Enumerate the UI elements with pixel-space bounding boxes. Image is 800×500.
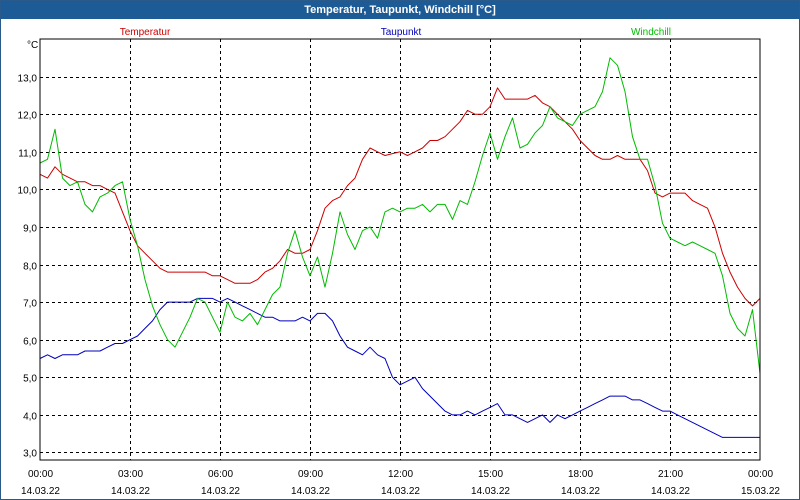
- legend-label-taupunkt: Taupunkt: [381, 27, 422, 38]
- x-tick-date: 14.03.22: [561, 486, 600, 497]
- legend-label-temperatur: Temperatur: [120, 27, 171, 38]
- x-tick-date: 14.03.22: [21, 486, 60, 497]
- x-tick-date: 14.03.22: [291, 486, 330, 497]
- series-line-taupunkt: [39, 297, 760, 438]
- y-tick-label: 7,0: [23, 299, 37, 310]
- x-tick-time: 12:00: [388, 469, 413, 480]
- x-tick-date: 15.03.22: [741, 486, 780, 497]
- y-tick-label: 11,0: [18, 149, 37, 160]
- x-tick-date: 14.03.22: [111, 486, 150, 497]
- y-tick-label: 4,0: [23, 412, 37, 423]
- y-tick-label: 5,0: [23, 374, 37, 385]
- series-lines: [39, 57, 761, 438]
- y-tick-label: 9,0: [23, 224, 37, 235]
- series-line-windchill: [39, 57, 761, 374]
- x-tick-time: 21:00: [658, 469, 683, 480]
- legend: Temperatur Taupunkt Windchill: [120, 27, 671, 38]
- x-tick-time: 00:00: [28, 469, 53, 480]
- x-tick-date: 14.03.22: [471, 486, 510, 497]
- y-tick-label: 10,0: [18, 186, 38, 197]
- y-tick-label: 3,0: [23, 449, 37, 460]
- axis-labels: 3,0 4,0 5,0 6,0 7,0 8,0 9,0 10,0 11,0 12,0 13,0 °C 0…: [18, 40, 781, 497]
- x-tick-date: 14.03.22: [651, 486, 690, 497]
- grid-lines: [40, 39, 760, 460]
- x-tick-time: 18:00: [568, 469, 593, 480]
- chart-plot: 3,0 4,0 5,0 6,0 7,0 8,0 9,0 10,0 11,0 12,0 13,0 °C 0…: [18, 27, 781, 497]
- y-tick-label: 6,0: [23, 337, 37, 348]
- x-tick-time: 03:00: [118, 469, 143, 480]
- x-tick-date: 14.03.22: [201, 486, 240, 497]
- y-axis-label: °C: [27, 40, 38, 51]
- x-tick-time: 00:00: [748, 469, 773, 480]
- legend-label-windchill: Windchill: [631, 27, 671, 38]
- y-tick-label: 13,0: [18, 74, 38, 85]
- y-tick-label: 12,0: [18, 111, 38, 122]
- x-tick-time: 09:00: [298, 469, 323, 480]
- x-tick-date: 14.03.22: [381, 486, 420, 497]
- plot-frame: [39, 38, 761, 461]
- x-tick-time: 15:00: [478, 469, 503, 480]
- window-title: Temperatur, Taupunkt, Windchill [°C]: [1, 1, 799, 19]
- x-tick-time: 06:00: [208, 469, 233, 480]
- y-tick-label: 8,0: [23, 262, 37, 273]
